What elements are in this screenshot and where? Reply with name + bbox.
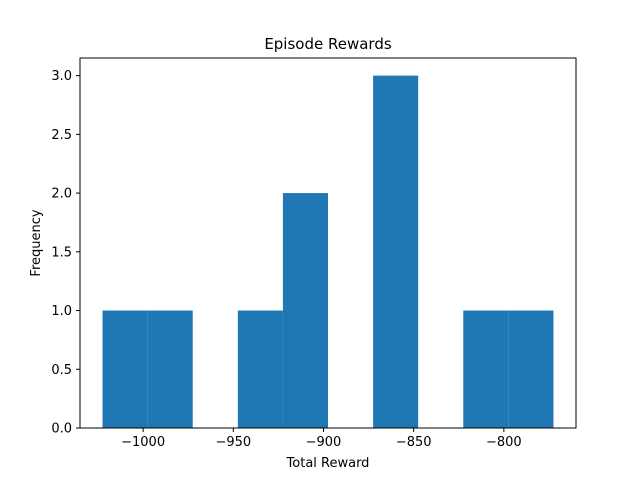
histogram-bar-0 [102,310,148,428]
histogram-bar-4 [282,193,328,428]
histogram-bar-3 [237,310,283,428]
y-tick-label: 0.0 [51,422,72,437]
histogram-bar-9 [508,310,554,428]
y-tick-label: 1.5 [51,245,72,260]
plot-frame [79,57,577,429]
x-tick-label: −900 [306,435,342,450]
x-tick-label: −950 [215,435,251,450]
histogram-bar-1 [147,310,193,428]
y-tick-label: 1.0 [51,304,72,319]
y-axis: 0.0 0.5 1.0 1.5 2.0 2.5 3.0 [51,69,80,437]
y-tick-label: 2.0 [51,187,72,202]
x-tick-label: −1000 [121,435,165,450]
y-tick-label: 2.5 [51,128,72,143]
x-axis-title: Total Reward [286,456,370,471]
bars-group [102,75,554,428]
x-tick-label: −850 [396,435,432,450]
chart-title: Episode Rewards [264,35,392,53]
y-tick-label: 0.5 [51,363,72,378]
x-tick-label: −800 [486,435,522,450]
histogram-bar-6 [373,75,419,428]
histogram-bar-8 [463,310,509,428]
y-tick-label: 3.0 [51,69,72,84]
x-axis: −1000 −950 −900 −850 −800 [121,428,522,450]
y-axis-title: Frequency [29,209,44,276]
